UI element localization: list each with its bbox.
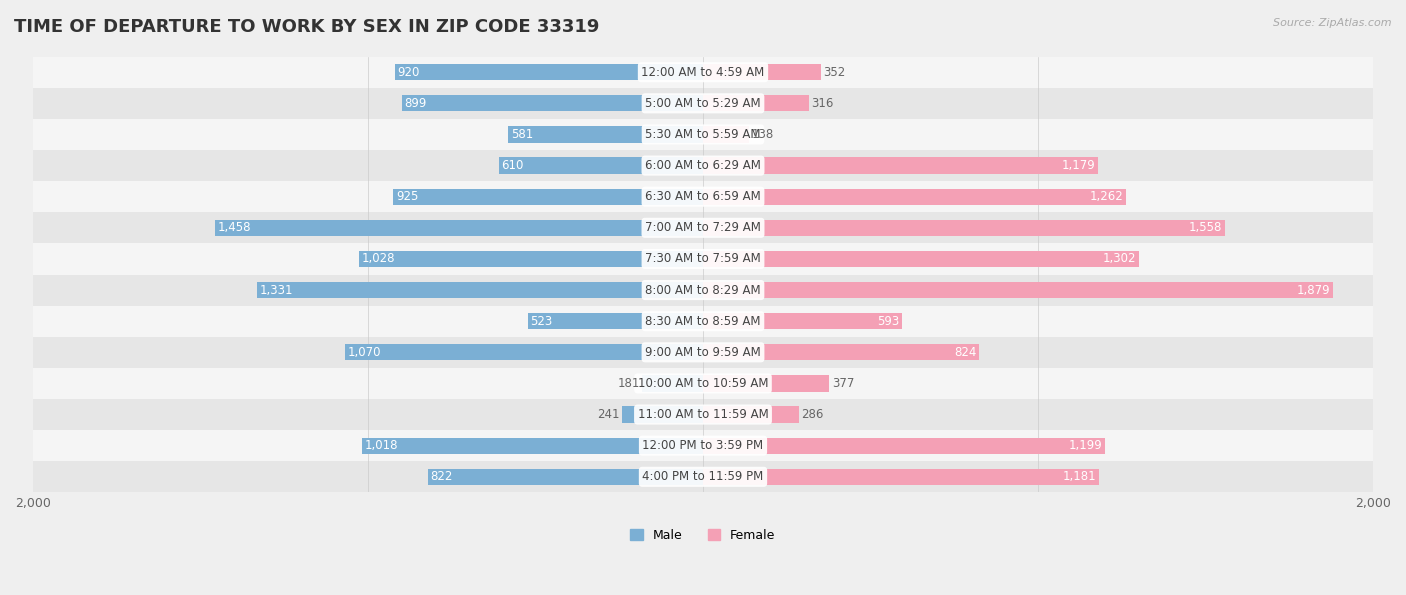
Text: 12:00 AM to 4:59 AM: 12:00 AM to 4:59 AM — [641, 65, 765, 79]
Bar — [344, 345, 703, 361]
Text: 920: 920 — [398, 65, 420, 79]
Text: 1,302: 1,302 — [1104, 252, 1136, 265]
Text: 11:00 AM to 11:59 AM: 11:00 AM to 11:59 AM — [638, 408, 768, 421]
Bar — [703, 313, 901, 329]
Bar — [703, 220, 1225, 236]
Text: 1,028: 1,028 — [361, 252, 395, 265]
Text: 4:00 PM to 11:59 PM: 4:00 PM to 11:59 PM — [643, 470, 763, 483]
Bar — [703, 189, 1126, 205]
Text: 7:30 AM to 7:59 AM: 7:30 AM to 7:59 AM — [645, 252, 761, 265]
Text: 1,018: 1,018 — [364, 439, 398, 452]
Text: 8:30 AM to 8:59 AM: 8:30 AM to 8:59 AM — [645, 315, 761, 328]
Text: 138: 138 — [752, 128, 775, 141]
Bar — [32, 119, 1374, 150]
Legend: Male, Female: Male, Female — [626, 524, 780, 547]
Bar — [427, 469, 703, 485]
Bar — [703, 251, 1139, 267]
Bar — [703, 126, 749, 143]
Text: 352: 352 — [824, 65, 846, 79]
Bar — [361, 437, 703, 454]
Bar — [32, 399, 1374, 430]
Text: 1,179: 1,179 — [1062, 159, 1095, 172]
Bar — [32, 337, 1374, 368]
Text: 1,181: 1,181 — [1063, 470, 1097, 483]
Bar — [394, 189, 703, 205]
Text: 1,879: 1,879 — [1296, 284, 1330, 296]
Text: 1,458: 1,458 — [217, 221, 250, 234]
Text: 10:00 AM to 10:59 AM: 10:00 AM to 10:59 AM — [638, 377, 768, 390]
Text: 824: 824 — [955, 346, 976, 359]
Bar — [32, 88, 1374, 119]
Text: 6:30 AM to 6:59 AM: 6:30 AM to 6:59 AM — [645, 190, 761, 203]
Bar — [395, 64, 703, 80]
Text: 9:00 AM to 9:59 AM: 9:00 AM to 9:59 AM — [645, 346, 761, 359]
Text: 8:00 AM to 8:29 AM: 8:00 AM to 8:29 AM — [645, 284, 761, 296]
Text: 7:00 AM to 7:29 AM: 7:00 AM to 7:29 AM — [645, 221, 761, 234]
Bar — [32, 150, 1374, 181]
Bar — [509, 126, 703, 143]
Bar — [703, 406, 799, 422]
Text: 523: 523 — [530, 315, 553, 328]
Text: TIME OF DEPARTURE TO WORK BY SEX IN ZIP CODE 33319: TIME OF DEPARTURE TO WORK BY SEX IN ZIP … — [14, 18, 599, 36]
Text: 925: 925 — [395, 190, 418, 203]
Bar — [703, 282, 1333, 298]
Bar — [703, 158, 1098, 174]
Text: 1,070: 1,070 — [347, 346, 381, 359]
Bar — [499, 158, 703, 174]
Bar — [703, 437, 1105, 454]
Bar — [32, 368, 1374, 399]
Bar — [703, 469, 1098, 485]
Bar — [32, 181, 1374, 212]
Text: 181: 181 — [617, 377, 640, 390]
Bar — [359, 251, 703, 267]
Bar — [32, 57, 1374, 88]
Bar — [703, 375, 830, 392]
Bar — [32, 461, 1374, 492]
Text: 5:00 AM to 5:29 AM: 5:00 AM to 5:29 AM — [645, 97, 761, 110]
Bar — [623, 406, 703, 422]
Text: 1,558: 1,558 — [1189, 221, 1222, 234]
Text: 593: 593 — [877, 315, 898, 328]
Text: 1,262: 1,262 — [1090, 190, 1123, 203]
Bar — [32, 274, 1374, 306]
Bar — [32, 306, 1374, 337]
Bar — [32, 430, 1374, 461]
Text: 899: 899 — [405, 97, 427, 110]
Bar — [703, 95, 808, 111]
Text: 12:00 PM to 3:59 PM: 12:00 PM to 3:59 PM — [643, 439, 763, 452]
Text: 822: 822 — [430, 470, 453, 483]
Text: 316: 316 — [811, 97, 834, 110]
Text: 1,331: 1,331 — [260, 284, 294, 296]
Bar — [402, 95, 703, 111]
Text: 377: 377 — [832, 377, 855, 390]
Text: 5:30 AM to 5:59 AM: 5:30 AM to 5:59 AM — [645, 128, 761, 141]
Bar — [643, 375, 703, 392]
Bar — [703, 64, 821, 80]
Text: 610: 610 — [502, 159, 523, 172]
Text: Source: ZipAtlas.com: Source: ZipAtlas.com — [1274, 18, 1392, 28]
Text: 1,199: 1,199 — [1069, 439, 1102, 452]
Text: 241: 241 — [598, 408, 620, 421]
Bar — [703, 345, 979, 361]
Bar — [215, 220, 703, 236]
Bar — [32, 212, 1374, 243]
Bar — [257, 282, 703, 298]
Text: 581: 581 — [510, 128, 533, 141]
Bar — [527, 313, 703, 329]
Bar — [32, 243, 1374, 274]
Text: 286: 286 — [801, 408, 824, 421]
Text: 6:00 AM to 6:29 AM: 6:00 AM to 6:29 AM — [645, 159, 761, 172]
